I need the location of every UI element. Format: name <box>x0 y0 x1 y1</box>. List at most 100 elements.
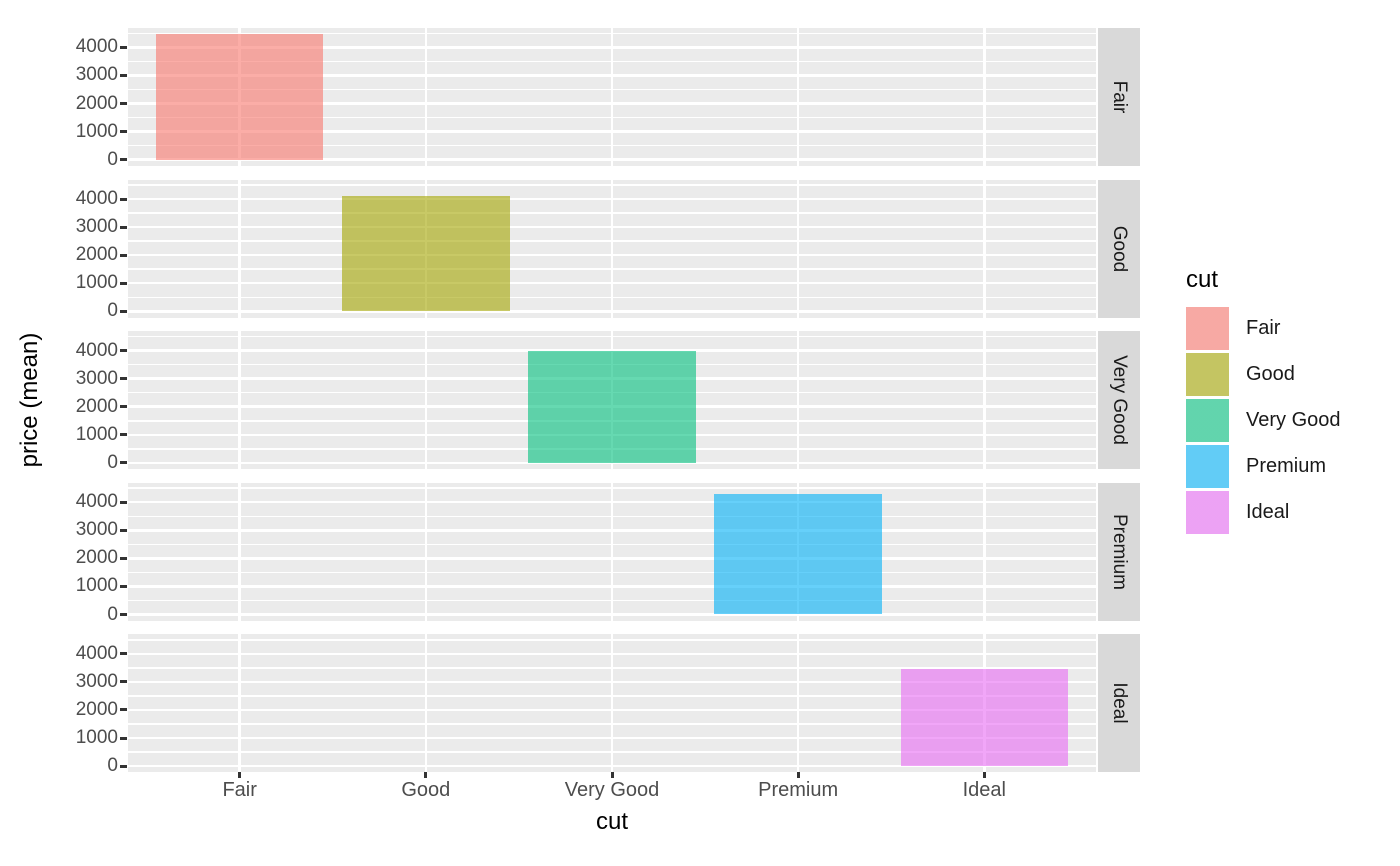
x-axis-title: cut <box>595 808 629 835</box>
facet-panel-premium <box>128 482 1096 621</box>
y-tick-label-4000: 4000 <box>75 339 118 361</box>
y-tick-mark <box>120 500 127 504</box>
gridline-y-1000 <box>128 281 1096 285</box>
bar-good <box>342 196 510 312</box>
gridline-y-4000 <box>128 349 1096 352</box>
legend-entry-ideal: Ideal <box>1186 491 1341 534</box>
gridline-y-minor-4500 <box>128 335 1096 338</box>
gridline-x-fair <box>238 331 241 470</box>
facet-panel-good <box>128 179 1096 318</box>
gridline-y-1000 <box>128 585 1096 588</box>
gridline-y-2000 <box>128 708 1096 712</box>
gridline-x-very-good <box>610 179 614 318</box>
gridline-x-ideal <box>983 179 986 318</box>
gridline-y-4000 <box>128 197 1096 201</box>
y-tick-label-2000: 2000 <box>75 698 118 720</box>
y-tick-label-4000: 4000 <box>75 642 118 664</box>
gridline-x-premium <box>796 634 800 773</box>
gridline-y-1000 <box>128 130 1096 133</box>
gridline-y-minor-500 <box>128 599 1096 602</box>
legend-entry-label: Ideal <box>1246 501 1290 523</box>
gridline-y-3000 <box>128 680 1096 684</box>
gridline-y-minor-1500 <box>128 571 1096 574</box>
y-tick-mark <box>120 253 127 257</box>
gridline-y-0 <box>128 158 1096 161</box>
bar-ideal <box>900 668 1069 767</box>
gridline-y-minor-3500 <box>128 515 1096 517</box>
legend-entry-very-good: Very Good <box>1186 399 1341 442</box>
gridline-y-minor-1500 <box>128 723 1096 725</box>
y-tick-label-3000: 3000 <box>75 670 118 692</box>
gridline-y-4000 <box>128 652 1096 656</box>
gridline-x-very-good <box>610 28 614 166</box>
facet-panel-fair <box>128 28 1096 166</box>
gridline-y-minor-4500 <box>128 639 1096 641</box>
y-tick-mark <box>120 281 127 285</box>
y-tick-mark <box>120 45 127 49</box>
x-tick-label-premium: Premium <box>758 779 839 802</box>
y-tick-mark <box>120 102 127 106</box>
gridline-y-4000 <box>128 500 1096 504</box>
facet-strip-label: Fair <box>1109 80 1130 114</box>
legend-entry-label: Very Good <box>1246 409 1341 431</box>
legend-entry-premium: Premium <box>1186 445 1341 488</box>
gridline-y-0 <box>128 764 1096 768</box>
gridline-y-4000 <box>128 46 1096 49</box>
x-tick-mark <box>424 772 428 779</box>
x-tick-label-fair: Fair <box>222 779 257 802</box>
y-tick-mark <box>120 309 127 313</box>
gridline-y-2000 <box>128 557 1096 560</box>
y-tick-label-0: 0 <box>107 451 118 473</box>
gridline-x-good <box>424 28 428 166</box>
facet-strip-very-good: Very Good <box>1098 331 1140 470</box>
gridline-x-good <box>424 634 428 773</box>
gridline-x-ideal <box>983 28 986 166</box>
gridline-y-1000 <box>128 736 1096 740</box>
y-tick-label-0: 0 <box>107 603 118 625</box>
legend-key-swatch <box>1186 307 1229 350</box>
gridline-x-very-good <box>610 482 614 621</box>
legend-key-swatch <box>1186 491 1229 534</box>
y-tick-mark <box>120 461 127 465</box>
gridline-y-minor-500 <box>128 296 1096 298</box>
y-axis-title: price (mean) <box>16 332 43 468</box>
y-tick-label-4000: 4000 <box>75 36 118 58</box>
legend-entry-good: Good <box>1186 353 1341 396</box>
gridline-y-minor-2500 <box>128 88 1096 91</box>
y-tick-mark <box>120 433 127 437</box>
y-tick-label-4000: 4000 <box>75 491 118 513</box>
gridline-y-minor-3500 <box>128 60 1096 63</box>
gridline-x-ideal <box>983 482 986 621</box>
facet-strip-label: Ideal <box>1109 682 1130 724</box>
gridline-y-minor-2500 <box>128 695 1096 697</box>
y-tick-label-2000: 2000 <box>75 395 118 417</box>
y-tick-mark <box>120 528 127 532</box>
gridline-y-minor-500 <box>128 144 1096 147</box>
y-tick-label-3000: 3000 <box>75 216 118 238</box>
legend-key-swatch <box>1186 445 1229 488</box>
facet-strip-label: Very Good <box>1109 355 1130 446</box>
x-tick-mark <box>796 772 800 779</box>
gridline-y-minor-500 <box>128 751 1096 753</box>
y-tick-mark <box>120 225 127 229</box>
y-tick-mark <box>120 130 127 134</box>
y-tick-mark <box>120 377 127 381</box>
legend-key-swatch <box>1186 399 1229 442</box>
x-tick-label-good: Good <box>401 779 451 802</box>
gridline-y-2000 <box>128 102 1096 105</box>
y-tick-label-1000: 1000 <box>75 575 118 597</box>
gridline-y-minor-1500 <box>128 116 1096 119</box>
gridline-x-good <box>424 482 428 621</box>
gridline-y-3000 <box>128 74 1096 77</box>
bar-very-good <box>528 351 696 463</box>
y-tick-mark <box>120 73 127 77</box>
y-tick-label-1000: 1000 <box>75 423 118 445</box>
facet-strip-premium: Premium <box>1098 482 1140 621</box>
y-tick-label-0: 0 <box>107 148 118 170</box>
legend-entry-label: Good <box>1246 363 1295 385</box>
y-tick-label-3000: 3000 <box>75 64 118 86</box>
gridline-y-3000 <box>128 529 1096 532</box>
y-tick-label-2000: 2000 <box>75 244 118 266</box>
y-tick-label-2000: 2000 <box>75 92 118 114</box>
